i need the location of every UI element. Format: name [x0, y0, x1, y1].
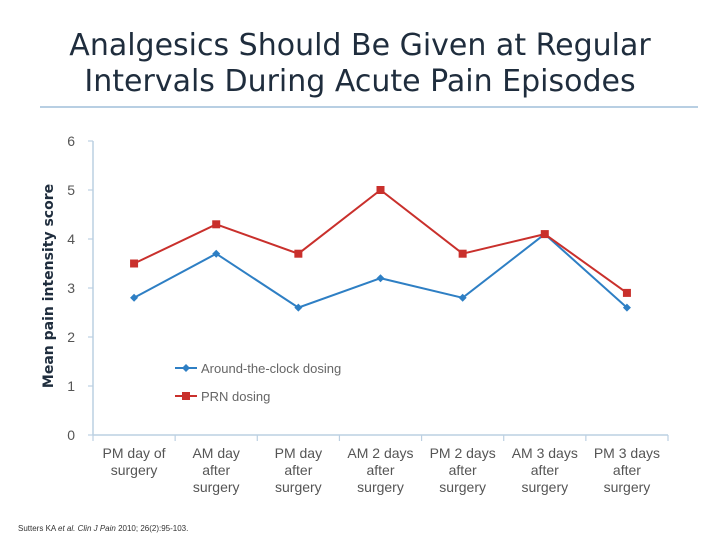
- x-tick-label-4-line-2: surgery: [439, 479, 486, 495]
- y-tick-label-0: 0: [67, 427, 75, 443]
- series-0-point-2: [294, 303, 303, 312]
- x-tick-label-1-line-1: after: [202, 462, 230, 478]
- x-tick-label-4: PM 2 days after surgery: [430, 445, 496, 495]
- title-line-1: Analgesics Should Be Given at Regular: [69, 28, 651, 63]
- legend-label-1: PRN dosing: [201, 389, 270, 404]
- x-tick-label-1: AM day after surgery: [192, 445, 239, 495]
- title-line-2: Intervals During Acute Pain Episodes: [84, 64, 636, 99]
- x-tick-label-1-line-2: surgery: [193, 479, 240, 495]
- x-tick-label-1-line-0: AM day: [192, 445, 239, 461]
- series-1-point-3: [376, 186, 385, 194]
- series-0-point-1: [212, 249, 221, 258]
- x-tick-label-0: PM day of surgery: [103, 445, 166, 478]
- y-tick-label-4: 4: [67, 231, 75, 247]
- x-tick-label-3-line-0: AM 2 days: [347, 445, 413, 461]
- x-tick-label-3: AM 2 days after surgery: [347, 445, 413, 495]
- series-1-point-0: [130, 259, 139, 268]
- y-tick-label-1: 1: [67, 378, 75, 394]
- legend-marker-1: [182, 392, 190, 400]
- y-tick-label-3: 3: [67, 280, 75, 296]
- series-1-point-5: [540, 230, 549, 239]
- x-tick-label-2-line-2: surgery: [275, 479, 322, 495]
- x-tick-label-0-line-0: PM day of: [103, 445, 166, 461]
- citation-details: 2010; 26(2):95-103.: [118, 524, 189, 533]
- series-1-point-6: [622, 288, 631, 297]
- series-1-point-2: [294, 249, 303, 258]
- x-tick-label-6: PM 3 days after surgery: [594, 445, 660, 495]
- x-tick-label-5: AM 3 days after surgery: [512, 445, 578, 495]
- x-tick-label-2-line-0: PM day: [275, 445, 322, 461]
- x-tick-label-0-line-1: surgery: [111, 462, 158, 478]
- x-tick-label-2: PM day after surgery: [275, 445, 322, 495]
- x-tick-label-6-line-2: surgery: [604, 479, 651, 495]
- x-tick-label-4-line-1: after: [449, 462, 477, 478]
- legend-marker-0: [182, 364, 190, 372]
- x-tick-label-6-line-1: after: [613, 462, 641, 478]
- series-0-point-0: [130, 293, 139, 302]
- citation-authors: Sutters KA: [18, 524, 59, 533]
- y-tick-label-5: 5: [67, 182, 75, 198]
- x-tick-label-6-line-0: PM 3 days: [594, 445, 660, 461]
- series-1-point-1: [212, 220, 221, 229]
- slide-title: Analgesics Should Be Given at Regular In…: [0, 28, 720, 100]
- x-tick-label-3-line-2: surgery: [357, 479, 404, 495]
- x-tick-label-5-line-0: AM 3 days: [512, 445, 578, 461]
- x-tick-label-4-line-0: PM 2 days: [430, 445, 496, 461]
- legend-label-0: Around-the-clock dosing: [201, 361, 341, 376]
- citation-etal: et al.: [58, 524, 78, 533]
- citation-journal: Clin J Pain: [77, 524, 119, 533]
- y-axis-title: Mean pain intensity score: [41, 184, 57, 388]
- y-tick-label-6: 6: [67, 133, 75, 149]
- series-0-point-4: [458, 293, 467, 302]
- x-tick-label-3-line-1: after: [366, 462, 394, 478]
- series-1-point-4: [458, 249, 467, 258]
- x-tick-label-5-line-2: surgery: [521, 479, 568, 495]
- series-0-point-6: [622, 303, 631, 312]
- citation: Sutters KA et al. Clin J Pain 2010; 26(2…: [18, 524, 188, 533]
- x-tick-label-2-line-1: after: [284, 462, 312, 478]
- y-tick-label-2: 2: [67, 329, 75, 345]
- series-line-0: [133, 232, 628, 309]
- x-tick-label-5-line-1: after: [531, 462, 559, 478]
- series-0-point-3: [376, 274, 385, 283]
- title-divider: [40, 106, 698, 108]
